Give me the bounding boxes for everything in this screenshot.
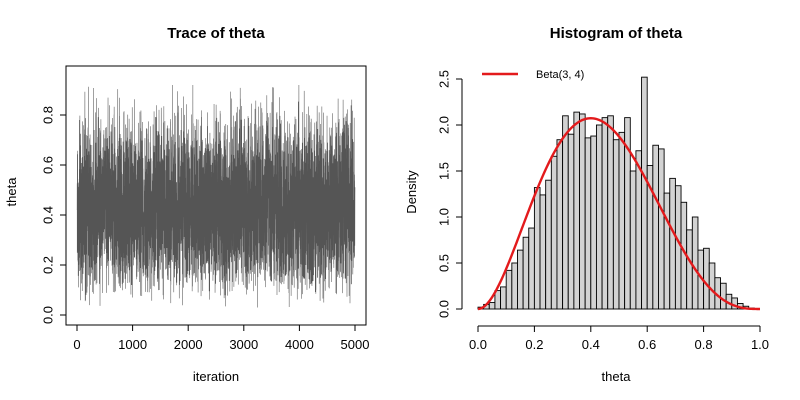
legend-label: Beta(3, 4) bbox=[536, 69, 584, 81]
hist-x-tick-label: 0.6 bbox=[638, 337, 656, 352]
trace-x-tick-label: 2000 bbox=[174, 337, 203, 352]
histogram-bar bbox=[511, 262, 518, 310]
histogram-bar bbox=[539, 194, 547, 310]
histogram-bar bbox=[612, 139, 620, 310]
hist-x-tick-label: 0.2 bbox=[525, 337, 543, 352]
histogram-bar bbox=[601, 117, 609, 310]
hist-y-tick-label: 0.0 bbox=[437, 300, 452, 318]
histogram-bar bbox=[618, 131, 626, 310]
histogram-bar bbox=[556, 139, 564, 310]
histogram-bar bbox=[590, 135, 597, 310]
histogram-bar bbox=[708, 262, 716, 310]
trace-x-tick-label: 3000 bbox=[229, 337, 258, 352]
histogram-bar bbox=[488, 302, 496, 310]
histogram-bar bbox=[669, 177, 676, 310]
histogram-bar bbox=[703, 247, 710, 310]
histogram-bar bbox=[567, 133, 575, 310]
histogram-bar bbox=[500, 286, 507, 310]
trace-title: Trace of theta bbox=[167, 25, 265, 42]
histogram-bar bbox=[635, 150, 643, 310]
hist-y-tick-label: 1.0 bbox=[437, 208, 452, 226]
trace-x-label: iteration bbox=[193, 369, 239, 384]
histogram-plot: 0.0 0.2 0.4 0.6 0.8 1.0 0.0 0.5 1.0 1.5 2.0 2.5 Hist… bbox=[404, 25, 769, 384]
trace-y-tick-label: 0.0 bbox=[41, 306, 56, 324]
histogram-x-label: theta bbox=[602, 369, 632, 384]
trace-y-tick-label: 0.6 bbox=[41, 156, 56, 174]
trace-y-tick-label: 0.8 bbox=[41, 106, 56, 124]
histogram-bar bbox=[584, 137, 592, 310]
histogram-bar bbox=[522, 236, 530, 310]
histogram-bar bbox=[663, 192, 671, 310]
hist-y-tick-label: 1.5 bbox=[437, 162, 452, 180]
histogram-bar bbox=[641, 76, 648, 310]
histogram-bar bbox=[533, 187, 541, 310]
trace-x-tick-label: 4000 bbox=[285, 337, 314, 352]
hist-x-tick-label: 0.4 bbox=[582, 337, 600, 352]
trace-y-label: theta bbox=[4, 177, 19, 207]
histogram-bar bbox=[691, 216, 699, 310]
histogram-bar bbox=[579, 113, 586, 310]
histogram-bar bbox=[720, 282, 727, 310]
histogram-bar bbox=[658, 148, 665, 310]
histogram-y-label: Density bbox=[404, 170, 419, 214]
beta-density-curve bbox=[477, 117, 760, 311]
hist-y-tick-label: 2.0 bbox=[437, 116, 452, 134]
histogram-bar bbox=[545, 179, 552, 310]
histogram-bar bbox=[550, 155, 558, 310]
hist-y-tick-label: 2.5 bbox=[437, 70, 452, 88]
histogram-bar bbox=[674, 185, 682, 310]
trace-x-tick-label: 5000 bbox=[341, 337, 370, 352]
trace-x-tick-label: 1000 bbox=[118, 337, 147, 352]
histogram-title: Histogram of theta bbox=[550, 25, 683, 42]
hist-x-tick-label: 0.8 bbox=[695, 337, 713, 352]
trace-y-tick-label: 0.4 bbox=[41, 206, 56, 224]
hist-x-tick-label: 0.0 bbox=[469, 337, 487, 352]
histogram-bar bbox=[686, 229, 693, 310]
histogram-bar bbox=[652, 144, 659, 310]
histogram-bar bbox=[517, 249, 524, 310]
histogram-bar bbox=[528, 227, 535, 310]
trace-plot: 0 1000 2000 3000 4000 5000 0.0 0.2 0.4 0.6 0.8 Trac… bbox=[4, 25, 369, 384]
histogram-bar bbox=[562, 115, 569, 310]
trace-line bbox=[76, 84, 356, 308]
hist-x-tick-label: 1.0 bbox=[751, 337, 769, 352]
hist-y-tick-label: 0.5 bbox=[437, 254, 452, 272]
histogram-bar bbox=[595, 124, 603, 310]
histogram-bar bbox=[573, 111, 580, 310]
trace-y-tick-label: 0.2 bbox=[41, 256, 56, 274]
histogram-bar bbox=[607, 115, 614, 310]
trace-x-tick-label: 0 bbox=[73, 337, 80, 352]
histogram-bar bbox=[629, 170, 637, 310]
histogram-bar bbox=[505, 269, 513, 310]
